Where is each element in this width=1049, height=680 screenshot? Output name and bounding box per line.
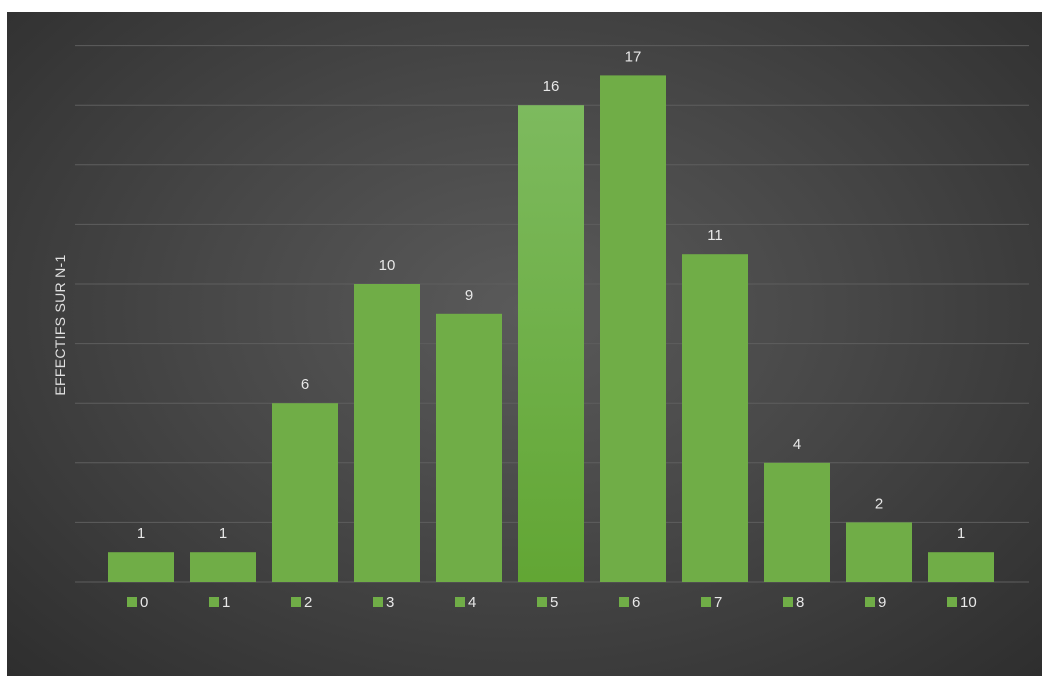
legend-item-10: 10 <box>947 594 977 611</box>
legend-item-6: 6 <box>619 594 640 611</box>
legend-label: 2 <box>304 594 312 611</box>
legend-label: 7 <box>714 594 722 611</box>
bar-6 <box>600 75 666 583</box>
legend-item-1: 1 <box>209 594 230 611</box>
legend-label: 4 <box>468 594 476 611</box>
legend-label: 10 <box>960 594 977 611</box>
legend-item-5: 5 <box>537 594 558 611</box>
legend-swatch <box>373 597 383 607</box>
legend-swatch <box>701 597 711 607</box>
data-label-10: 1 <box>957 525 965 542</box>
legend-swatch <box>209 597 219 607</box>
legend-swatch <box>947 597 957 607</box>
legend-swatch <box>537 597 547 607</box>
legend-swatch <box>865 597 875 607</box>
y-axis-label: EFFECTIFS SUR N-1 <box>52 254 68 395</box>
legend-item-9: 9 <box>865 594 886 611</box>
data-label-3: 10 <box>379 257 396 274</box>
bar-4 <box>436 313 502 582</box>
legend-item-3: 3 <box>373 594 394 611</box>
data-label-1: 1 <box>219 525 227 542</box>
legend-swatch <box>127 597 137 607</box>
legend-label: 8 <box>796 594 804 611</box>
legend-item-4: 4 <box>455 594 476 611</box>
bar-9 <box>846 522 912 582</box>
data-label-9: 2 <box>875 495 883 512</box>
legend-item-8: 8 <box>783 594 804 611</box>
bar-10 <box>928 552 994 582</box>
data-label-6: 17 <box>625 48 642 65</box>
data-label-8: 4 <box>793 436 801 453</box>
legend-item-7: 7 <box>701 594 722 611</box>
data-label-0: 1 <box>137 525 145 542</box>
bar-2 <box>272 403 338 582</box>
bars <box>108 75 994 583</box>
bar-0 <box>108 552 174 582</box>
legend-item-0: 0 <box>127 594 148 611</box>
data-label-5: 16 <box>543 78 560 95</box>
legend-label: 6 <box>632 594 640 611</box>
legend-label: 3 <box>386 594 394 611</box>
legend-swatch <box>291 597 301 607</box>
legend-label: 0 <box>140 594 148 611</box>
legend-item-2: 2 <box>291 594 312 611</box>
data-label-4: 9 <box>465 287 473 304</box>
bar-3 <box>354 284 420 582</box>
legend-swatch <box>783 597 793 607</box>
legend-label: 9 <box>878 594 886 611</box>
legend-swatch <box>455 597 465 607</box>
bar-7 <box>682 254 748 582</box>
data-label-2: 6 <box>301 376 309 393</box>
legend: 0 1 2 3 4 5 6 7 8 9 10 <box>127 594 977 611</box>
legend-label: 5 <box>550 594 558 611</box>
data-label-7: 11 <box>707 227 723 244</box>
bar-1 <box>190 552 256 582</box>
legend-label: 1 <box>222 594 230 611</box>
bar-5 <box>518 105 584 582</box>
bar-8 <box>764 462 830 582</box>
legend-swatch <box>619 597 629 607</box>
